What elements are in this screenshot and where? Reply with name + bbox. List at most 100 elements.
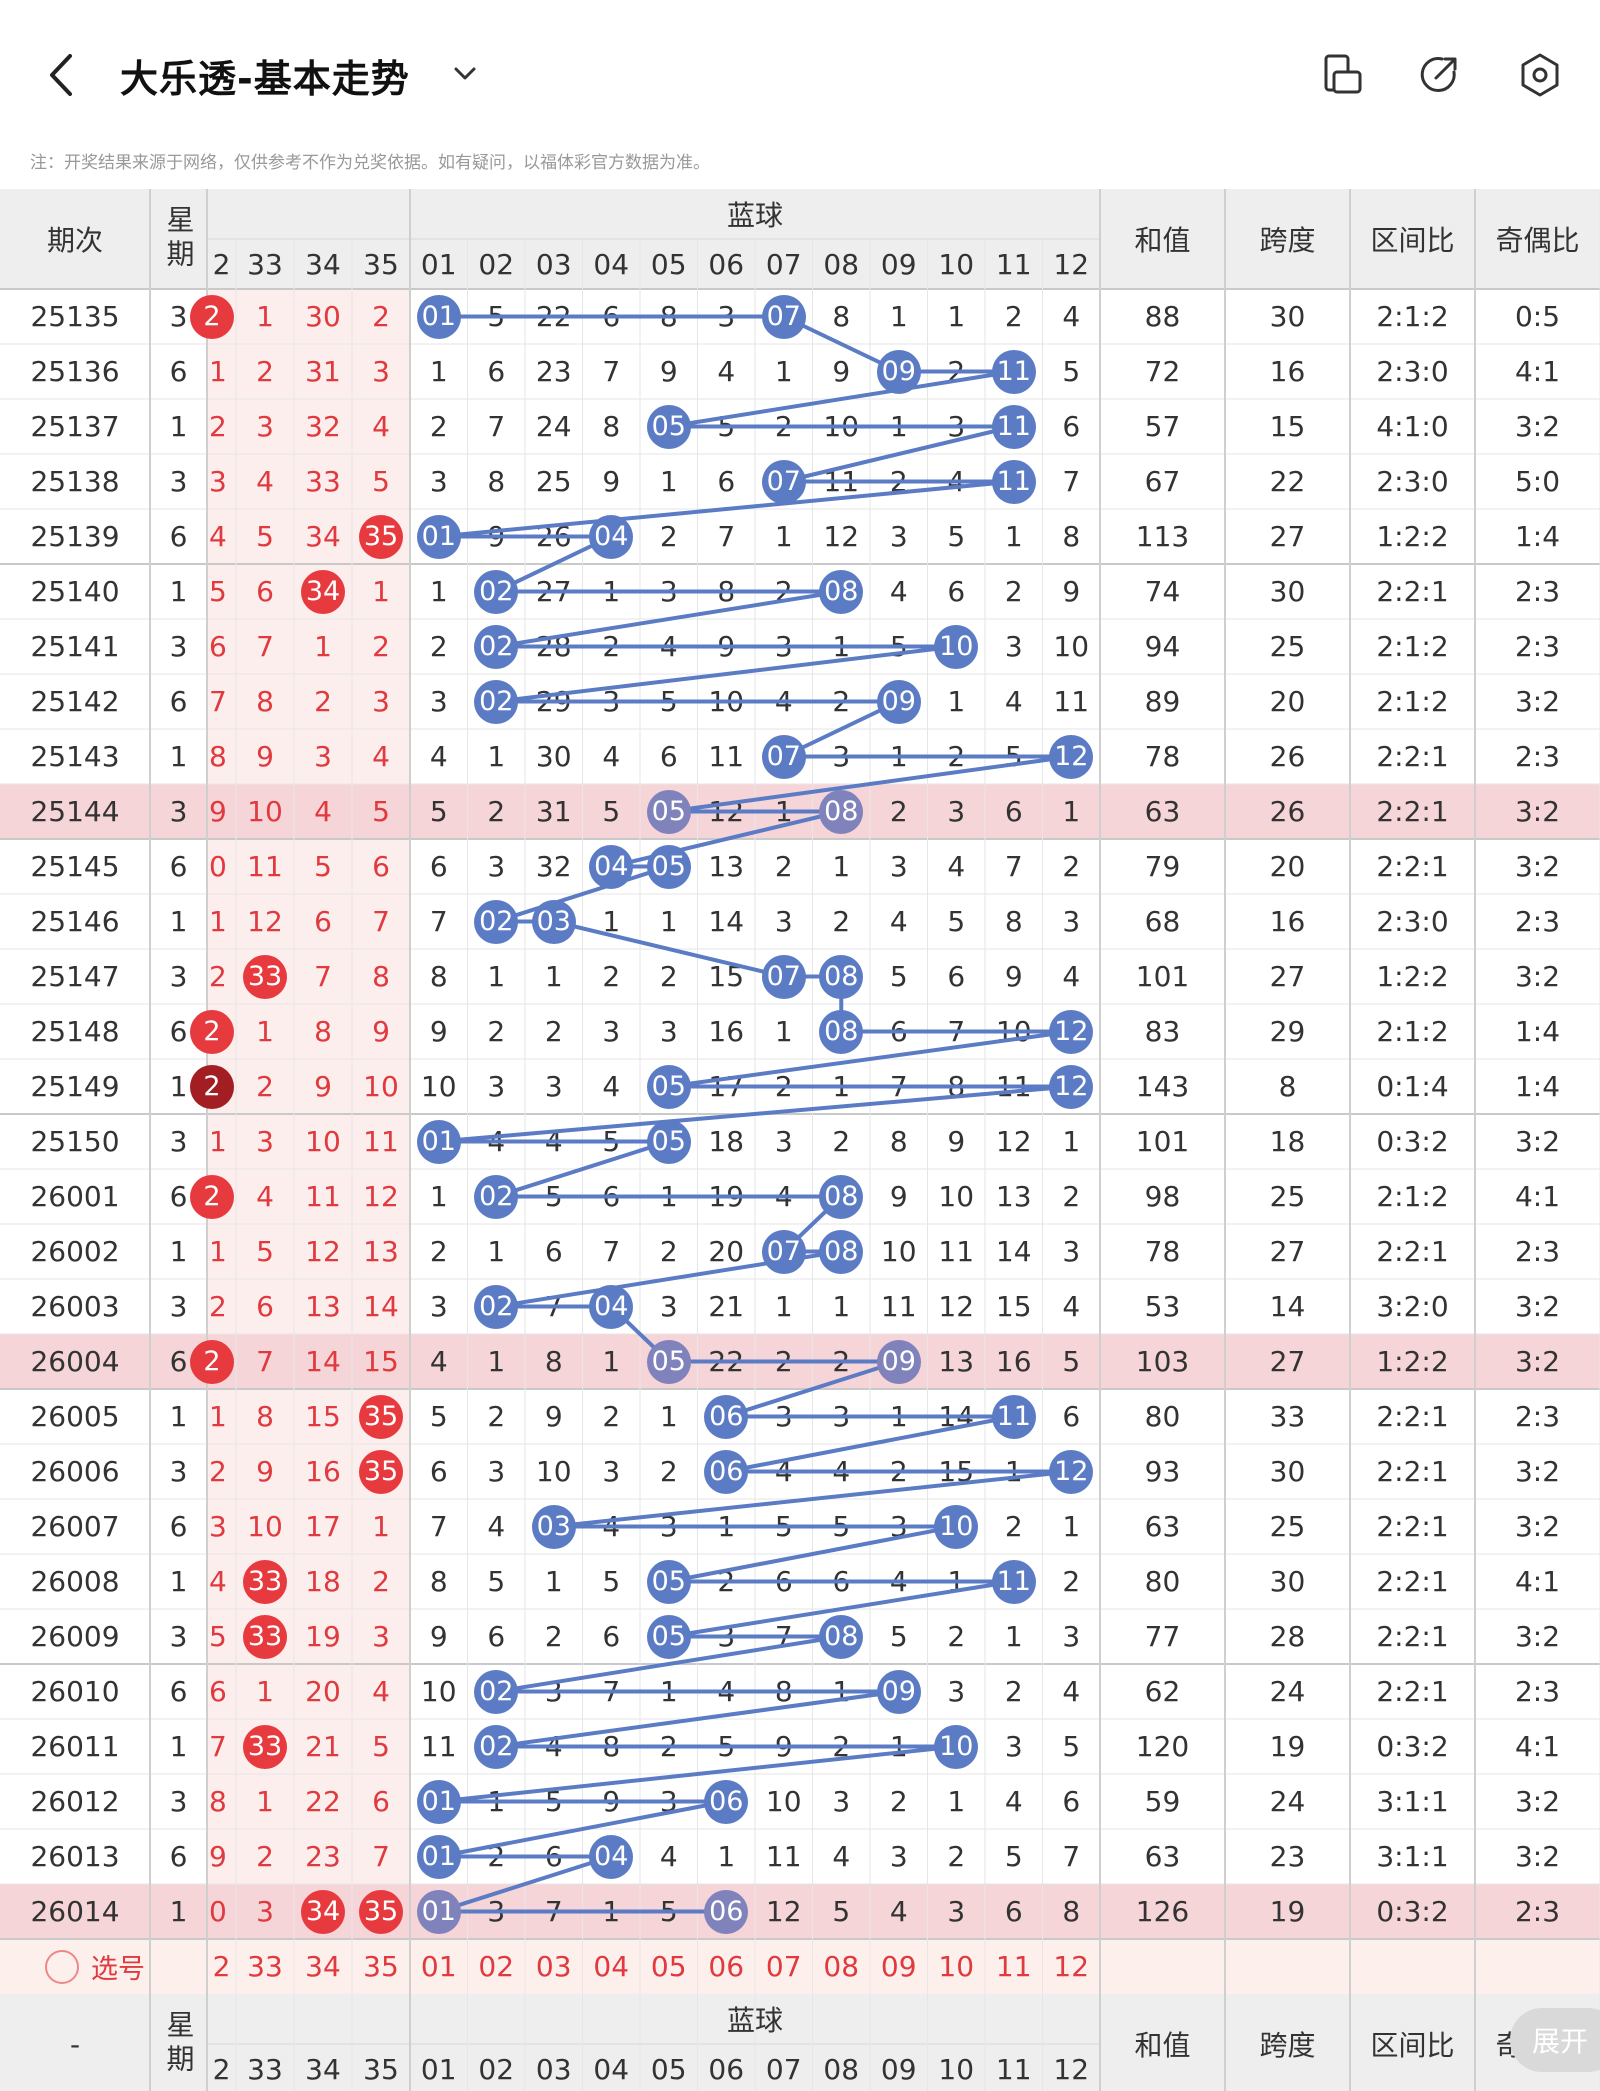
row-period: 26008 — [30, 1565, 120, 1598]
row-span: 19 — [1269, 1895, 1306, 1928]
settings-gear-icon[interactable] — [1515, 50, 1565, 100]
column-header-zone-ratio: 区间比 — [1370, 224, 1455, 257]
blue-miss-count: 1 — [774, 1015, 793, 1048]
blue-miss-count: 1 — [774, 355, 793, 388]
row-period: 26001 — [30, 1180, 120, 1213]
row-period: 25150 — [30, 1125, 120, 1158]
pick-blue-number[interactable]: 07 — [765, 1950, 802, 1983]
blue-miss-count: 5 — [889, 1620, 908, 1653]
pick-blue-number[interactable]: 02 — [478, 1950, 515, 1983]
pick-number-toggle[interactable]: 选号 — [45, 1939, 145, 1994]
pick-red-number[interactable]: 33 — [247, 1950, 283, 1983]
red-miss-count: 2 — [372, 1565, 390, 1598]
pick-blue-number[interactable]: 10 — [938, 1950, 975, 1983]
blue-number-header: 01 — [420, 247, 457, 281]
blue-ball: 12 — [1049, 734, 1094, 779]
blue-miss-count: 8 — [832, 300, 851, 333]
trend-table: 期次 星期 蓝球 2 33 34 35 01 02 03 04 05 06 07 08 09 10 11 12 和值跨… — [0, 189, 1600, 2091]
blue-ball: 10 — [934, 1504, 979, 1549]
row-week: 3 — [169, 300, 188, 333]
red-ball: 35 — [359, 1889, 403, 1934]
expand-button[interactable]: 展开 — [1510, 2008, 1600, 2072]
back-arrow-icon[interactable] — [40, 50, 84, 100]
red-miss-count: 7 — [372, 1840, 390, 1873]
pick-blue-number[interactable]: 09 — [880, 1950, 917, 1983]
share-icon[interactable] — [1414, 50, 1464, 100]
red-miss-count: 1 — [256, 1015, 274, 1048]
blue-ball: 06 — [704, 1779, 749, 1824]
row-period: 25141 — [30, 630, 120, 663]
red-miss-count: 9 — [256, 1455, 274, 1488]
blue-ball: 05 — [646, 789, 691, 834]
row-span: 19 — [1269, 1730, 1306, 1763]
blue-ball: 12 — [1049, 1009, 1094, 1054]
red-miss-count: 6 — [209, 1675, 227, 1708]
column-header-period[interactable]: 期次 — [46, 224, 103, 257]
pick-blue-number[interactable]: 08 — [823, 1950, 860, 1983]
pick-red-number[interactable]: 34 — [305, 1950, 341, 1983]
blue-miss-count: 2 — [947, 1620, 966, 1653]
screen-rotate-icon[interactable] — [1318, 50, 1368, 100]
blue-miss-count: 6 — [487, 1620, 506, 1653]
blue-miss-count: 3 — [429, 685, 448, 718]
blue-miss-count: 7 — [1004, 850, 1023, 883]
radio-circle-icon[interactable] — [45, 1949, 79, 1984]
blue-miss-count: 7 — [602, 1235, 621, 1268]
red-miss-count: 3 — [372, 355, 390, 388]
blue-number-header: 06 — [708, 2052, 745, 2086]
blue-miss-count: 4 — [832, 1840, 851, 1873]
red-miss-count: 1 — [256, 1785, 274, 1818]
blue-ball: 11 — [991, 459, 1036, 504]
row-week: 3 — [169, 1290, 188, 1323]
pick-red-number[interactable]: 2 — [212, 1950, 231, 1983]
row-sum: 72 — [1144, 355, 1181, 388]
row-span: 26 — [1269, 740, 1306, 773]
blue-miss-count: 2 — [659, 520, 678, 553]
red-miss-count: 5 — [209, 1620, 227, 1653]
row-oe: 4:1 — [1514, 355, 1561, 388]
page-title: 大乐透-基本走势 — [120, 57, 410, 101]
blue-miss-count: 6 — [487, 355, 506, 388]
row-span: 33 — [1269, 1400, 1306, 1433]
row-week: 3 — [169, 465, 188, 498]
blue-miss-count: 4 — [1062, 1675, 1081, 1708]
blue-miss-count: 3 — [889, 1840, 908, 1873]
pick-blue-number[interactable]: 11 — [995, 1950, 1032, 1983]
red-miss-count: 1 — [372, 1510, 390, 1543]
red-miss-count: 7 — [314, 960, 332, 993]
blue-miss-count: 3 — [947, 1675, 966, 1708]
pick-blue-number[interactable]: 04 — [593, 1950, 630, 1983]
pick-blue-number[interactable]: 03 — [535, 1950, 572, 1983]
blue-miss-count: 5 — [1004, 1840, 1023, 1873]
pick-blue-number[interactable]: 06 — [708, 1950, 745, 1983]
blue-miss-count: 4 — [889, 575, 908, 608]
blue-number-header: 06 — [708, 247, 745, 281]
chevron-down-icon[interactable] — [450, 58, 480, 88]
red-miss-count: 5 — [256, 520, 274, 553]
blue-miss-count: 6 — [717, 465, 736, 498]
blue-ball: 09 — [876, 1339, 921, 1384]
blue-miss-count: 30 — [535, 740, 572, 773]
red-miss-count: 3 — [209, 465, 227, 498]
blue-ball: 09 — [876, 349, 921, 394]
pick-blue-number[interactable]: 05 — [650, 1950, 687, 1983]
red-miss-count: 5 — [372, 465, 390, 498]
pick-blue-number[interactable]: 12 — [1053, 1950, 1090, 1983]
blue-miss-count: 3 — [544, 1070, 563, 1103]
blue-miss-count: 2 — [1004, 575, 1023, 608]
pick-blue-number[interactable]: 01 — [420, 1950, 457, 1983]
row-zone: 2:3:0 — [1376, 905, 1449, 938]
blue-miss-count: 2 — [1004, 300, 1023, 333]
row-sum: 94 — [1144, 630, 1181, 663]
red-miss-count: 8 — [256, 1400, 274, 1433]
blue-miss-count: 3 — [429, 1290, 448, 1323]
blue-number-header: 08 — [823, 247, 860, 281]
row-span: 15 — [1269, 410, 1306, 443]
blue-miss-count: 8 — [487, 465, 506, 498]
row-oe: 3:2 — [1514, 795, 1561, 828]
blue-miss-count: 2 — [429, 410, 448, 443]
row-oe: 2:3 — [1514, 1895, 1561, 1928]
blue-ball: 08 — [819, 954, 864, 999]
pick-red-number[interactable]: 35 — [363, 1950, 399, 1983]
